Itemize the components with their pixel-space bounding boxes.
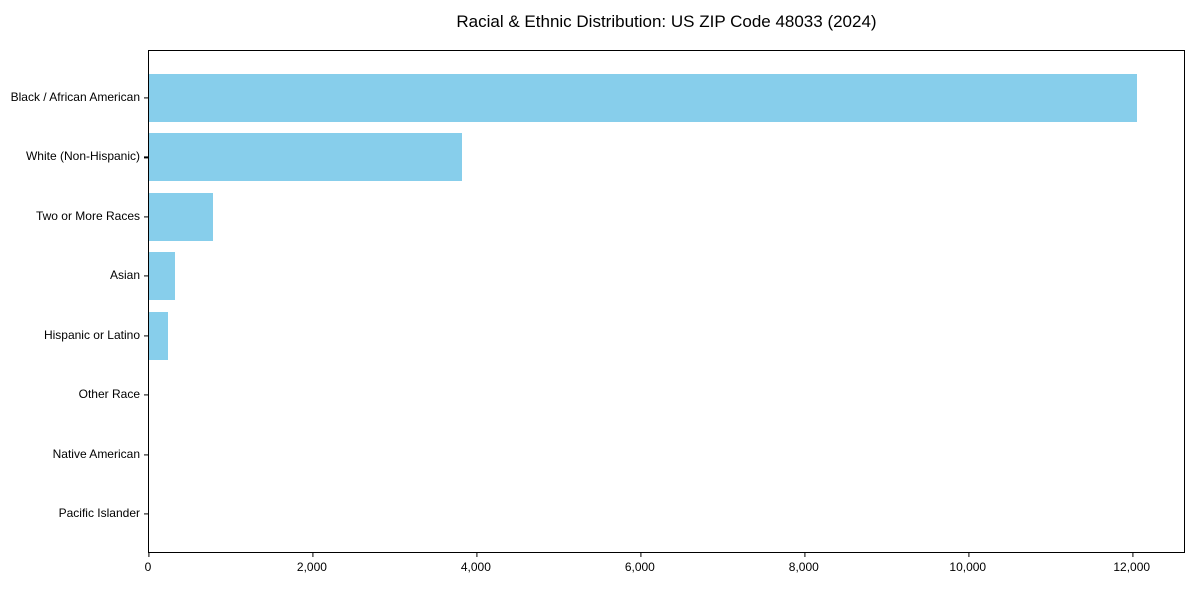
bar bbox=[149, 74, 1137, 122]
y-tick-label: Native American bbox=[52, 446, 140, 461]
y-tick-label: Other Race bbox=[78, 387, 140, 402]
plot-area bbox=[144, 50, 1185, 557]
y-tick-mark bbox=[144, 216, 149, 218]
x-tick-label: 2,000 bbox=[296, 560, 327, 574]
chart-title: Racial & Ethnic Distribution: US ZIP Cod… bbox=[456, 12, 877, 31]
x-tick-label: 10,000 bbox=[949, 560, 987, 574]
y-tick-mark bbox=[144, 335, 149, 337]
y-tick-label: Hispanic or Latino bbox=[43, 327, 140, 342]
x-tick-label: 4,000 bbox=[460, 560, 491, 574]
x-tick-mark bbox=[312, 552, 314, 557]
y-tick-mark bbox=[144, 453, 149, 456]
x-tick-mark bbox=[148, 552, 150, 557]
y-tick-mark bbox=[144, 97, 149, 99]
x-tick-mark bbox=[1132, 552, 1134, 557]
x-tick-mark bbox=[804, 552, 806, 557]
y-tick-label: Pacific Islander bbox=[58, 506, 140, 520]
bar bbox=[149, 192, 213, 241]
y-tick-label: Asian bbox=[109, 268, 140, 283]
x-tick-label: 6,000 bbox=[624, 560, 655, 574]
x-tick-mark bbox=[476, 552, 478, 557]
y-tick-mark bbox=[144, 394, 149, 396]
y-tick-label: Black / African American bbox=[10, 90, 140, 104]
bar bbox=[149, 133, 463, 182]
bar bbox=[149, 252, 176, 301]
bar bbox=[149, 311, 168, 360]
y-tick-mark bbox=[144, 156, 149, 159]
x-tick-mark bbox=[640, 552, 642, 557]
y-tick-label: Two or More Races bbox=[35, 208, 140, 223]
y-tick-mark bbox=[144, 513, 149, 515]
y-tick-label: White (Non-Hispanic) bbox=[25, 149, 140, 164]
y-tick-mark bbox=[144, 275, 149, 277]
x-tick-mark bbox=[968, 552, 970, 557]
x-tick-label: 8,000 bbox=[788, 560, 819, 574]
x-tick-label: 12,000 bbox=[1113, 560, 1151, 574]
x-tick-label: 0 bbox=[144, 560, 152, 574]
